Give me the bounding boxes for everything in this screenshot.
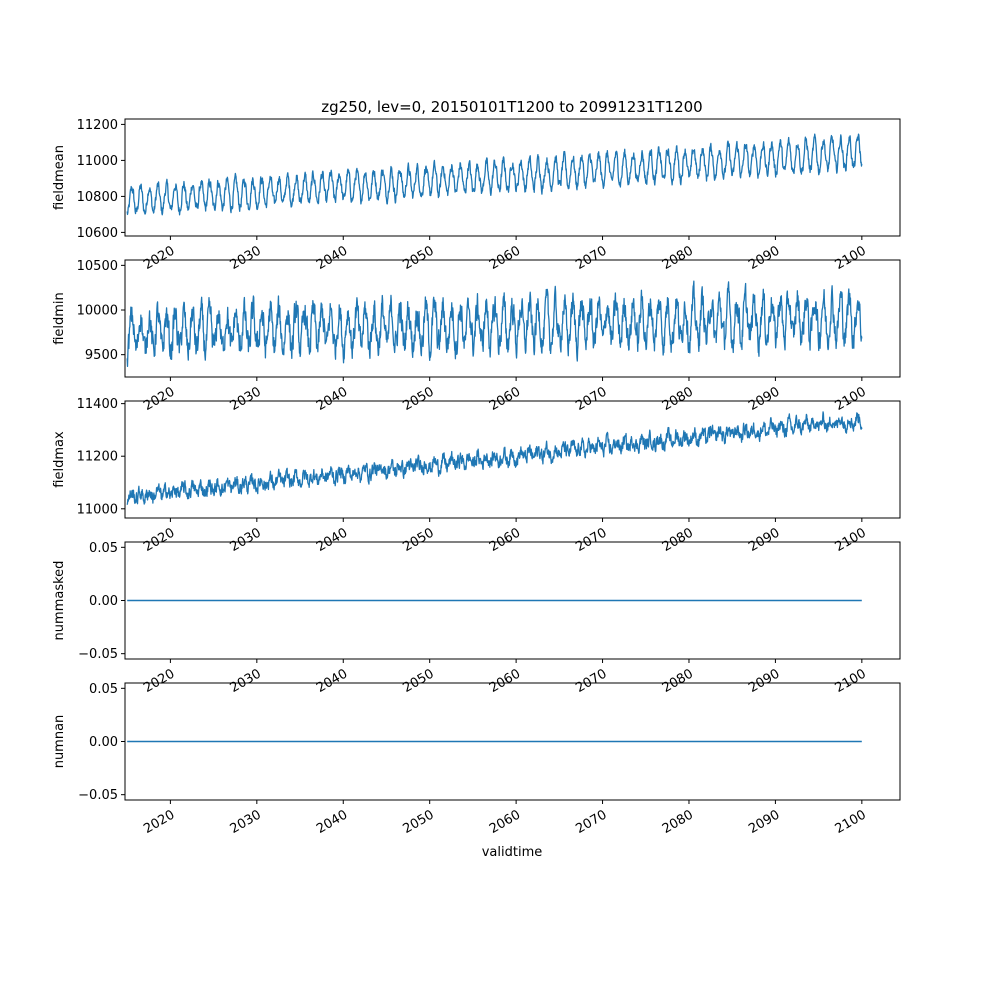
y-axis-label: fieldmin bbox=[52, 292, 67, 345]
panel-frame bbox=[124, 400, 901, 519]
y-tick-label: 10600 bbox=[77, 226, 118, 241]
y-tick-label: 0.00 bbox=[89, 594, 118, 609]
y-axis-label: nummasked bbox=[52, 561, 67, 641]
y-tick-label: −0.05 bbox=[78, 647, 118, 662]
y-tick-label: 10800 bbox=[77, 190, 118, 205]
y-tick-label: 0.00 bbox=[89, 735, 118, 750]
series-line-fieldmin bbox=[126, 280, 863, 367]
series-line-fieldmean bbox=[126, 133, 863, 216]
y-tick-label: 11200 bbox=[77, 118, 118, 133]
y-tick-label: 0.05 bbox=[89, 682, 118, 697]
x-axis-label: validtime bbox=[482, 845, 543, 860]
y-tick-label: 11000 bbox=[77, 502, 118, 517]
y-tick-label: 11000 bbox=[77, 154, 118, 169]
y-tick-label: 10500 bbox=[77, 259, 118, 274]
y-tick-label: 9500 bbox=[85, 348, 118, 363]
y-tick-label: −0.05 bbox=[78, 788, 118, 803]
y-tick-label: 11200 bbox=[77, 450, 118, 465]
panel-frame bbox=[124, 259, 901, 378]
y-axis-label: fieldmax bbox=[52, 431, 67, 488]
y-tick-label: 11400 bbox=[77, 397, 118, 412]
y-axis-label: numnan bbox=[52, 715, 67, 769]
panel-frame bbox=[124, 118, 901, 237]
y-tick-label: 10000 bbox=[77, 304, 118, 319]
series-line-fieldmax bbox=[126, 411, 863, 505]
y-axis-label: fieldmean bbox=[52, 145, 67, 210]
chart-title: zg250, lev=0, 20150101T1200 to 20991231T… bbox=[321, 98, 702, 116]
y-tick-label: 0.05 bbox=[89, 541, 118, 556]
